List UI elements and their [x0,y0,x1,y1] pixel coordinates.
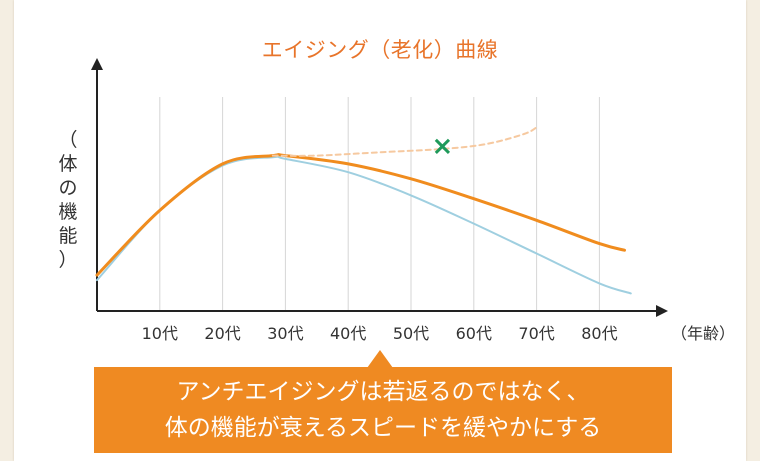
gridlines [159,97,600,310]
y-axis-label-char: 能 [58,225,78,247]
series-line-orange [95,153,626,277]
callout-box: アンチエイジングは若返るのではなく、 体の機能が衰えるスピードを緩やかにする [94,367,672,453]
callout-line-1: アンチエイジングは若返るのではなく、 [176,379,590,405]
y-axis-label-char: 体 [58,153,78,175]
x-tick-label: 10代 [142,324,178,343]
x-tick-label: 70代 [518,324,554,343]
y-axis-label-char: ） [58,249,78,271]
cross-marker: × [432,132,454,162]
x-tick-label: 40代 [330,324,366,343]
x-axis-arrow [656,305,668,317]
y-axis-label-char: （ [58,129,78,151]
x-tick-label: 30代 [267,324,303,343]
x-tick-labels: 10代 20代 30代 40代 50代 60代 70代 80代 [142,324,618,343]
chart-title: エイジング（老化）曲線 [261,38,499,62]
callout-pointer [367,350,393,368]
x-tick-label: 60代 [456,324,492,343]
y-axis-label: （ 体 の 機 能 ） [56,128,80,272]
y-axis-label-char: の [58,177,78,199]
x-tick-label: 80代 [581,324,617,343]
x-tick-label: 20代 [204,324,240,343]
x-axis-label: （年齢） [671,324,735,343]
x-tick-label: 50代 [393,324,429,343]
y-axis-arrow [91,58,103,70]
y-axis-label-char: 機 [58,201,78,223]
callout-line-2: 体の機能が衰えるスピードを緩やかにする [164,415,602,441]
series-lines [95,126,632,295]
series-line-dashed [271,126,538,157]
